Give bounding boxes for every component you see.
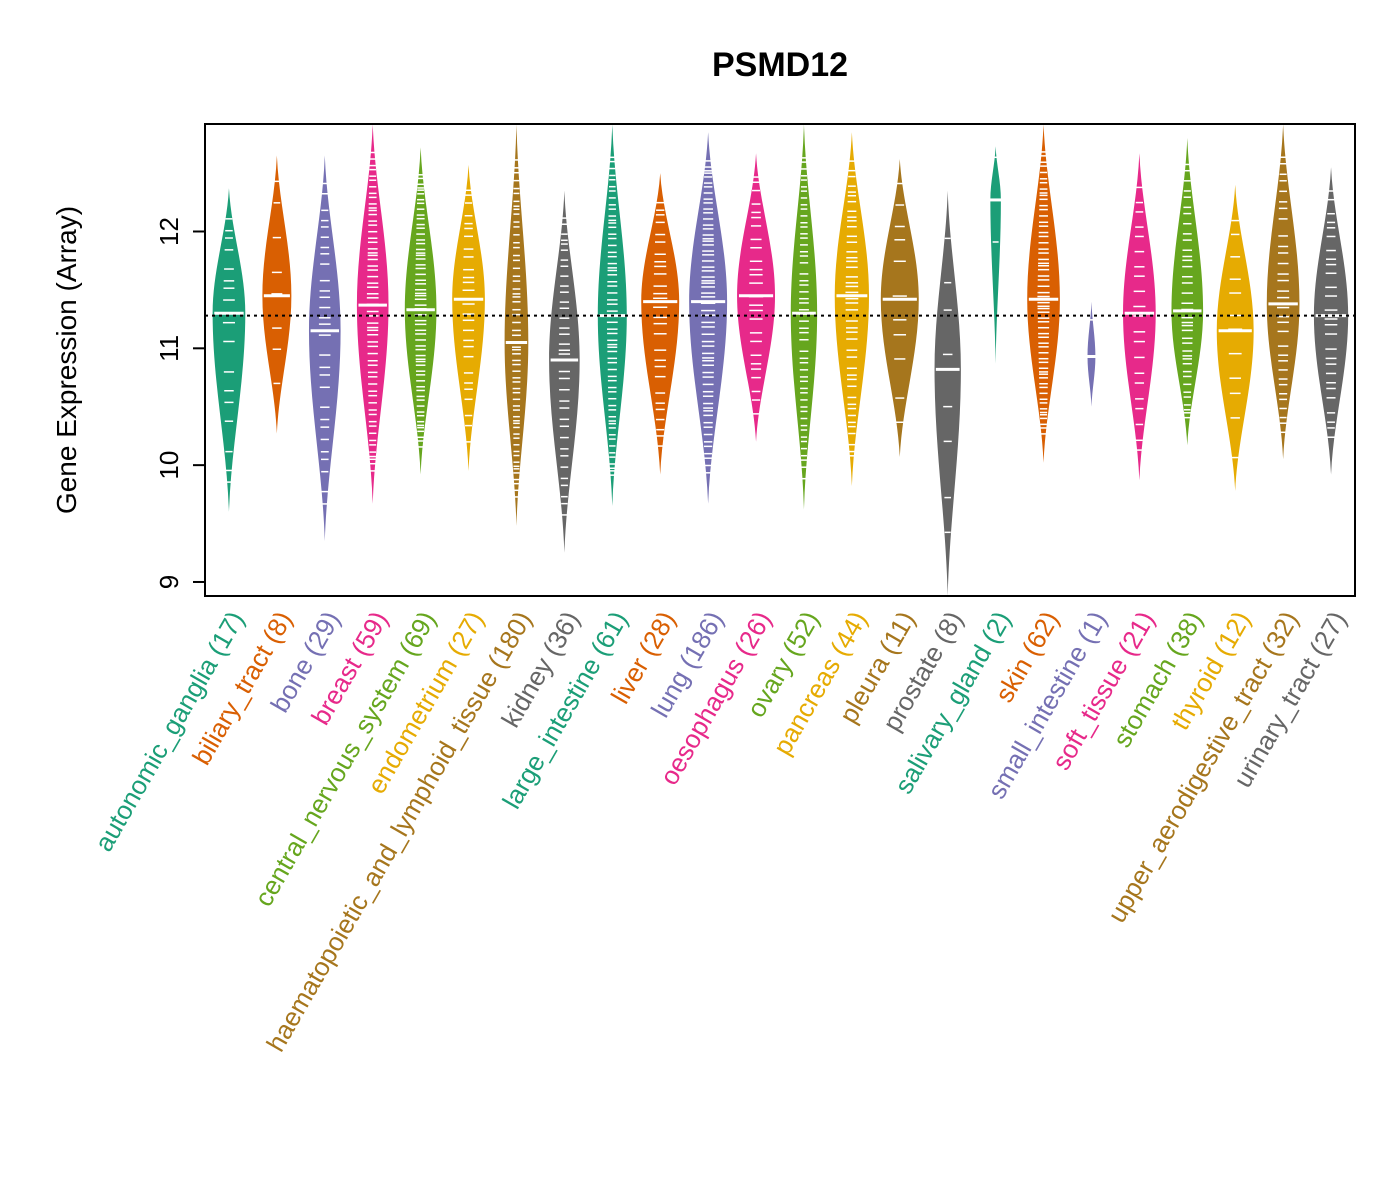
bean-salivary_gland: [990, 146, 1001, 364]
y-tick-label: 9: [154, 575, 184, 589]
bean-haematopoietic_and_lymphoid_tissue: [504, 124, 529, 526]
bean-oesophagus: [737, 153, 776, 442]
y-tick-label: 11: [154, 335, 184, 362]
bean-small_intestine: [1087, 301, 1096, 407]
y-tick-label: 12: [154, 217, 184, 246]
beans-layer: [212, 124, 1349, 596]
bean-lung: [689, 132, 728, 504]
bean-thyroid: [1216, 184, 1254, 491]
plot-frame: [204, 123, 1356, 597]
chart-title: PSMD12: [712, 46, 848, 84]
y-axis: 9 10 11 12: [154, 217, 205, 589]
x-axis-labels: autonomic_ganglia (17)biliary_tract (8)b…: [88, 606, 1352, 1057]
bean-breast: [356, 124, 389, 504]
bean-autonomic_ganglia: [212, 188, 246, 512]
bean-endometrium: [452, 164, 485, 471]
bean-stomach: [1171, 138, 1204, 446]
bean-ovary: [790, 124, 818, 510]
y-tick-label: 10: [154, 451, 184, 480]
y-axis-label: Gene Expression (Array): [51, 206, 82, 514]
bean-soft_tissue: [1123, 153, 1156, 481]
bean-prostate: [934, 190, 961, 596]
bean-skin: [1027, 124, 1060, 463]
bean-urinary_tract: [1313, 167, 1349, 475]
bean-pleura: [880, 159, 919, 457]
bean-bone: [308, 155, 341, 542]
